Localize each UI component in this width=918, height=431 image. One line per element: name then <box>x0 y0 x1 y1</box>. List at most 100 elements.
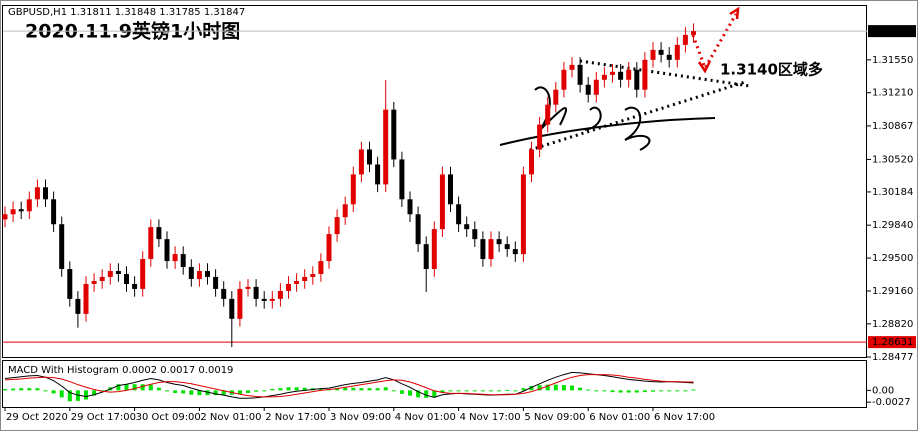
macd-hist-bar <box>570 385 574 391</box>
candle-body <box>464 224 470 230</box>
candle-body <box>375 164 381 185</box>
macd-hist-bar <box>618 390 623 393</box>
x-tick-label: 2 Nov 17:00 <box>265 412 326 423</box>
macd-hist-bar <box>626 390 631 393</box>
macd-hist-bar <box>513 390 518 392</box>
candle-body <box>472 229 478 240</box>
candle-body <box>593 79 599 95</box>
candle-body <box>221 288 227 299</box>
macd-hist-bar <box>489 390 493 392</box>
level-label: 1.28631 <box>872 337 913 348</box>
candle-body <box>67 269 73 299</box>
macd-hist-bar <box>375 388 380 391</box>
candle-body <box>318 261 324 275</box>
macd-hist-bar <box>480 390 485 392</box>
y-tick-label: 0.00 <box>872 385 894 396</box>
y-tick-label: 1.29500 <box>872 253 913 264</box>
macd-hist-bar <box>594 390 599 392</box>
candle-body <box>180 254 186 267</box>
candle-body <box>650 49 656 60</box>
macd-hist-bar <box>602 390 607 392</box>
candle-body <box>115 271 121 275</box>
macd-hist-bar <box>318 388 323 391</box>
macd-hist-bar <box>578 387 583 391</box>
candle-body <box>496 239 502 245</box>
candle-body <box>205 271 210 277</box>
x-tick-label: 6 Nov 01:00 <box>589 412 650 423</box>
macd-hist-bar <box>173 390 178 393</box>
macd-hist-bar <box>667 390 672 392</box>
candle-body <box>10 209 16 215</box>
macd-hist-bar <box>294 387 299 391</box>
candle-body <box>391 109 397 160</box>
x-tick-label: 4 Nov 17:00 <box>460 412 521 423</box>
macd-hist-bar <box>440 390 445 393</box>
candle-body <box>99 276 105 281</box>
macd-line <box>4 374 694 398</box>
macd-pane <box>2 360 867 408</box>
candle-body <box>124 274 129 284</box>
macd-hist-bar <box>237 390 242 395</box>
candle-body <box>213 276 219 289</box>
macd-hist-bar <box>642 390 647 393</box>
candle-body <box>2 214 8 220</box>
candle-body <box>512 249 518 255</box>
candle-body <box>156 227 162 240</box>
candle-body <box>585 84 591 95</box>
candle-body <box>59 224 65 270</box>
candle-body <box>140 259 146 289</box>
macd-hist-bar <box>270 389 275 391</box>
y-tick-label: 1.28477 <box>872 352 913 363</box>
main-pane <box>2 5 867 358</box>
candle-body <box>277 290 283 299</box>
candle-body <box>188 266 194 279</box>
candle-body <box>682 34 688 45</box>
candle-body <box>350 174 356 205</box>
candle-body <box>456 204 462 225</box>
macd-hist-bar <box>278 388 283 391</box>
x-tick-label: 30 Oct 09:00 <box>136 412 201 423</box>
candle-body <box>480 239 486 260</box>
candle-body <box>148 227 154 260</box>
candle-body <box>577 64 583 85</box>
candle-body <box>610 71 615 75</box>
current-price-label: 1.31847 <box>872 26 913 37</box>
macd-hist-bar <box>359 388 364 391</box>
macd-hist-bar <box>497 390 502 392</box>
candle-body <box>75 298 81 314</box>
y-tick-label: 1.30520 <box>872 154 913 165</box>
macd-hist-bar <box>424 390 429 398</box>
macd-hist-bar <box>181 390 186 394</box>
macd-hist-bar <box>408 390 412 396</box>
candle-body <box>43 187 48 200</box>
candle-body <box>561 69 567 90</box>
candle-body <box>334 217 340 235</box>
candle-body <box>545 104 551 125</box>
macd-hist-bar <box>221 390 226 395</box>
candle-body <box>674 44 680 60</box>
y-tick-label: 1.29840 <box>872 220 913 231</box>
candle-body <box>164 239 170 262</box>
macd-hist-bar <box>132 384 137 391</box>
x-tick-label: 3 Nov 09:00 <box>330 412 391 423</box>
candle-body <box>634 69 640 90</box>
candle-body <box>261 298 267 301</box>
candle-body <box>407 199 413 215</box>
macd-hist-bar <box>545 384 550 391</box>
candle-body <box>302 276 308 281</box>
macd-hist-bar <box>553 384 558 391</box>
macd-hist-bar <box>505 389 510 391</box>
candle-body <box>415 214 421 245</box>
candle-body <box>107 271 113 277</box>
annotation: 1.3140区域多 <box>720 61 823 79</box>
macd-hist-bar <box>675 390 680 392</box>
macd-hist-bar <box>464 390 469 392</box>
macd-hist-bar <box>51 390 56 394</box>
candle-body <box>658 49 664 55</box>
macd-hist-bar <box>659 390 664 392</box>
macd-hist-bar <box>651 390 655 392</box>
current-price-box <box>868 25 916 38</box>
macd-hist-bar <box>537 385 542 391</box>
trend-line <box>579 59 751 88</box>
